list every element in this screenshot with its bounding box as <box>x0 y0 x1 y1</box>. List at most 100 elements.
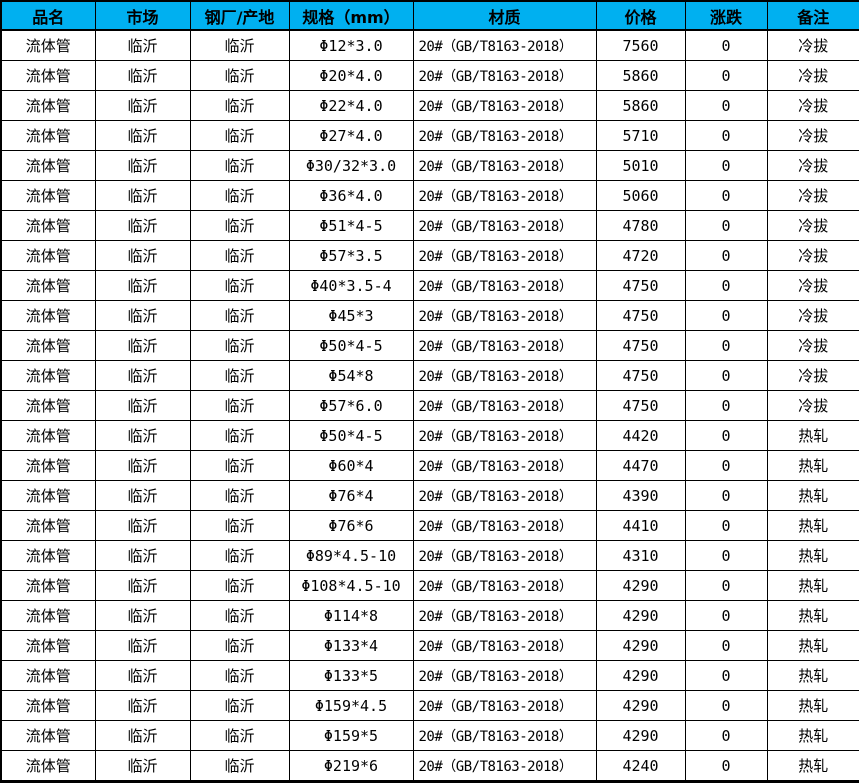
spec-cell: Φ108*4.5-10 <box>288 570 414 601</box>
spec-cell: Φ114*8 <box>288 600 414 631</box>
material-cell: 20#（GB/T8163-2018） <box>412 180 597 211</box>
price-cell: 7560 <box>595 29 686 61</box>
price-cell: 4750 <box>595 390 686 421</box>
product-cell: 流体管 <box>0 240 96 271</box>
spec-cell: Φ57*6.0 <box>288 390 414 421</box>
market-cell: 临沂 <box>94 180 191 211</box>
spec-cell: Φ219*6 <box>288 750 414 782</box>
column-header-origin: 钢厂/产地 <box>189 0 290 31</box>
spec-cell: Φ76*6 <box>288 510 414 541</box>
table-row: 流体管 临沂 临沂 Φ27*4.0 20#（GB/T8163-2018） 5710 0 冷拔 <box>0 120 859 151</box>
product-cell: 流体管 <box>0 150 96 181</box>
note-cell: 热轧 <box>766 540 859 571</box>
material-cell: 20#（GB/T8163-2018） <box>412 510 597 541</box>
product-cell: 流体管 <box>0 360 96 391</box>
change-cell: 0 <box>684 420 768 451</box>
note-cell: 冷拔 <box>766 150 859 181</box>
market-cell: 临沂 <box>94 60 191 91</box>
table-row: 流体管 临沂 临沂 Φ36*4.0 20#（GB/T8163-2018） 5060 0 冷拔 <box>0 180 859 211</box>
price-cell: 4290 <box>595 690 686 721</box>
change-cell: 0 <box>684 450 768 481</box>
market-cell: 临沂 <box>94 29 191 61</box>
spec-cell: Φ50*4-5 <box>288 420 414 451</box>
price-cell: 4310 <box>595 540 686 571</box>
spec-cell: Φ57*3.5 <box>288 240 414 271</box>
product-cell: 流体管 <box>0 29 96 61</box>
material-cell: 20#（GB/T8163-2018） <box>412 600 597 631</box>
market-cell: 临沂 <box>94 270 191 301</box>
material-cell: 20#（GB/T8163-2018） <box>412 120 597 151</box>
table-row: 流体管 临沂 临沂 Φ159*5 20#（GB/T8163-2018） 4290 0 热轧 <box>0 720 859 751</box>
price-cell: 5010 <box>595 150 686 181</box>
note-cell: 热轧 <box>766 480 859 511</box>
material-cell: 20#（GB/T8163-2018） <box>412 690 597 721</box>
spec-cell: Φ133*5 <box>288 660 414 691</box>
product-cell: 流体管 <box>0 630 96 661</box>
market-cell: 临沂 <box>94 510 191 541</box>
market-cell: 临沂 <box>94 390 191 421</box>
change-cell: 0 <box>684 360 768 391</box>
note-cell: 热轧 <box>766 450 859 481</box>
note-cell: 冷拔 <box>766 60 859 91</box>
header-row: 品名 市场 钢厂/产地 规格（mm） 材质 价格 涨跌 备注 <box>0 0 859 31</box>
price-cell: 4240 <box>595 750 686 782</box>
change-cell: 0 <box>684 540 768 571</box>
table-row: 流体管 临沂 临沂 Φ30/32*3.0 20#（GB/T8163-2018） 5010 0… <box>0 150 859 181</box>
product-cell: 流体管 <box>0 540 96 571</box>
product-cell: 流体管 <box>0 330 96 361</box>
note-cell: 热轧 <box>766 570 859 601</box>
material-cell: 20#（GB/T8163-2018） <box>412 240 597 271</box>
change-cell: 0 <box>684 270 768 301</box>
table-row: 流体管 临沂 临沂 Φ133*4 20#（GB/T8163-2018） 4290 0 热轧 <box>0 630 859 661</box>
material-cell: 20#（GB/T8163-2018） <box>412 450 597 481</box>
material-cell: 20#（GB/T8163-2018） <box>412 660 597 691</box>
origin-cell: 临沂 <box>189 180 290 211</box>
market-cell: 临沂 <box>94 210 191 241</box>
change-cell: 0 <box>684 510 768 541</box>
material-cell: 20#（GB/T8163-2018） <box>412 300 597 331</box>
product-cell: 流体管 <box>0 90 96 121</box>
market-cell: 临沂 <box>94 90 191 121</box>
market-cell: 临沂 <box>94 300 191 331</box>
origin-cell: 临沂 <box>189 330 290 361</box>
change-cell: 0 <box>684 210 768 241</box>
change-cell: 0 <box>684 630 768 661</box>
origin-cell: 临沂 <box>189 390 290 421</box>
material-cell: 20#（GB/T8163-2018） <box>412 150 597 181</box>
market-cell: 临沂 <box>94 330 191 361</box>
product-cell: 流体管 <box>0 180 96 211</box>
change-cell: 0 <box>684 29 768 61</box>
price-cell: 4390 <box>595 480 686 511</box>
change-cell: 0 <box>684 570 768 601</box>
table-body: 流体管 临沂 临沂 Φ12*3.0 20#（GB/T8163-2018） 7560 0 冷拔流… <box>0 29 859 782</box>
product-cell: 流体管 <box>0 420 96 451</box>
spec-cell: Φ22*4.0 <box>288 90 414 121</box>
spec-cell: Φ36*4.0 <box>288 180 414 211</box>
note-cell: 冷拔 <box>766 330 859 361</box>
spec-cell: Φ40*3.5-4 <box>288 270 414 301</box>
table-row: 流体管 临沂 临沂 Φ219*6 20#（GB/T8163-2018） 4240 0 热轧 <box>0 750 859 782</box>
origin-cell: 临沂 <box>189 480 290 511</box>
material-cell: 20#（GB/T8163-2018） <box>412 540 597 571</box>
product-cell: 流体管 <box>0 690 96 721</box>
change-cell: 0 <box>684 690 768 721</box>
material-cell: 20#（GB/T8163-2018） <box>412 90 597 121</box>
market-cell: 临沂 <box>94 750 191 782</box>
product-cell: 流体管 <box>0 720 96 751</box>
spec-cell: Φ54*8 <box>288 360 414 391</box>
product-cell: 流体管 <box>0 450 96 481</box>
table-row: 流体管 临沂 临沂 Φ114*8 20#（GB/T8163-2018） 4290 0 热轧 <box>0 600 859 631</box>
spec-cell: Φ30/32*3.0 <box>288 150 414 181</box>
market-cell: 临沂 <box>94 360 191 391</box>
spec-cell: Φ60*4 <box>288 450 414 481</box>
material-cell: 20#（GB/T8163-2018） <box>412 390 597 421</box>
table-row: 流体管 临沂 临沂 Φ54*8 20#（GB/T8163-2018） 4750 0 冷拔 <box>0 360 859 391</box>
note-cell: 热轧 <box>766 600 859 631</box>
change-cell: 0 <box>684 600 768 631</box>
product-cell: 流体管 <box>0 390 96 421</box>
price-cell: 5860 <box>595 60 686 91</box>
table-row: 流体管 临沂 临沂 Φ108*4.5-10 20#（GB/T8163-2018） 4290… <box>0 570 859 601</box>
change-cell: 0 <box>684 90 768 121</box>
note-cell: 冷拔 <box>766 90 859 121</box>
